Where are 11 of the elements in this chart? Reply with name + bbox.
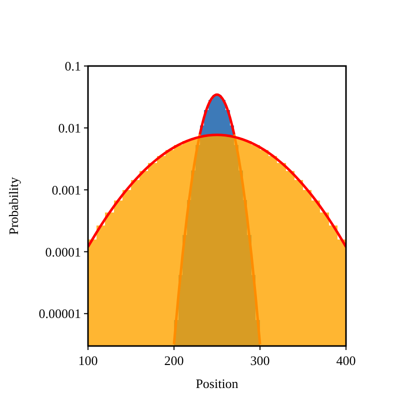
- x-axis-title: Position: [196, 376, 239, 391]
- x-tick-label: 400: [336, 353, 356, 368]
- x-tick-label: 300: [250, 353, 270, 368]
- y-axis-title: Probability: [6, 176, 21, 235]
- y-tick-label: 0.1: [64, 58, 81, 74]
- y-tick-label: 0.0001: [45, 244, 81, 260]
- x-tick-label: 100: [78, 353, 98, 368]
- y-tick-label: 0.01: [58, 120, 81, 136]
- y-tick-label: 0.00001: [38, 306, 81, 322]
- x-tick-label: 200: [164, 353, 184, 368]
- y-tick-label: 0.001: [52, 182, 81, 198]
